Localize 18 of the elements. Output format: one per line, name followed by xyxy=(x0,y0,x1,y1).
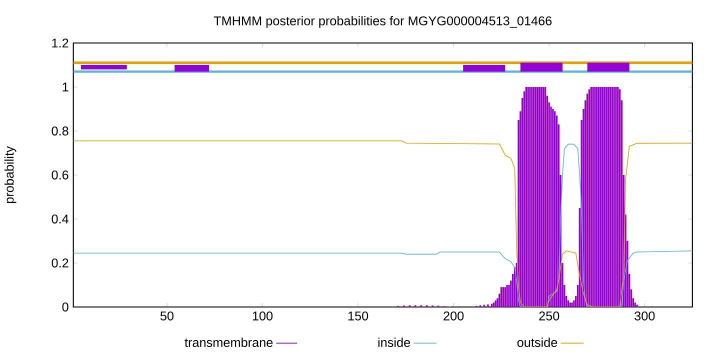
y-tick-label: 0 xyxy=(62,302,68,312)
y-tick-label: 1.2 xyxy=(52,38,68,48)
x-tick-label: 200 xyxy=(444,311,464,320)
y-tick-label: 0.2 xyxy=(52,258,68,268)
y-tick-label: 1 xyxy=(62,82,68,92)
legend-label: inside xyxy=(378,338,410,347)
y-axis-title: probability xyxy=(4,146,16,204)
legend-label: transmembrane xyxy=(184,338,273,347)
legend-label: outside xyxy=(517,338,558,347)
x-tick-label: 50 xyxy=(160,311,174,320)
x-tick-label: 300 xyxy=(634,311,655,320)
y-tick-label: 0.8 xyxy=(52,126,68,136)
chart-title: TMHMM posterior probabilities for MGYG000004513_01466 xyxy=(214,16,552,28)
x-tick-label: 150 xyxy=(348,311,368,320)
x-tick-label: 100 xyxy=(252,311,273,320)
y-tick-label: 0.6 xyxy=(52,170,68,180)
x-tick-label: 250 xyxy=(539,311,560,320)
y-tick-label: 0.4 xyxy=(52,214,68,224)
